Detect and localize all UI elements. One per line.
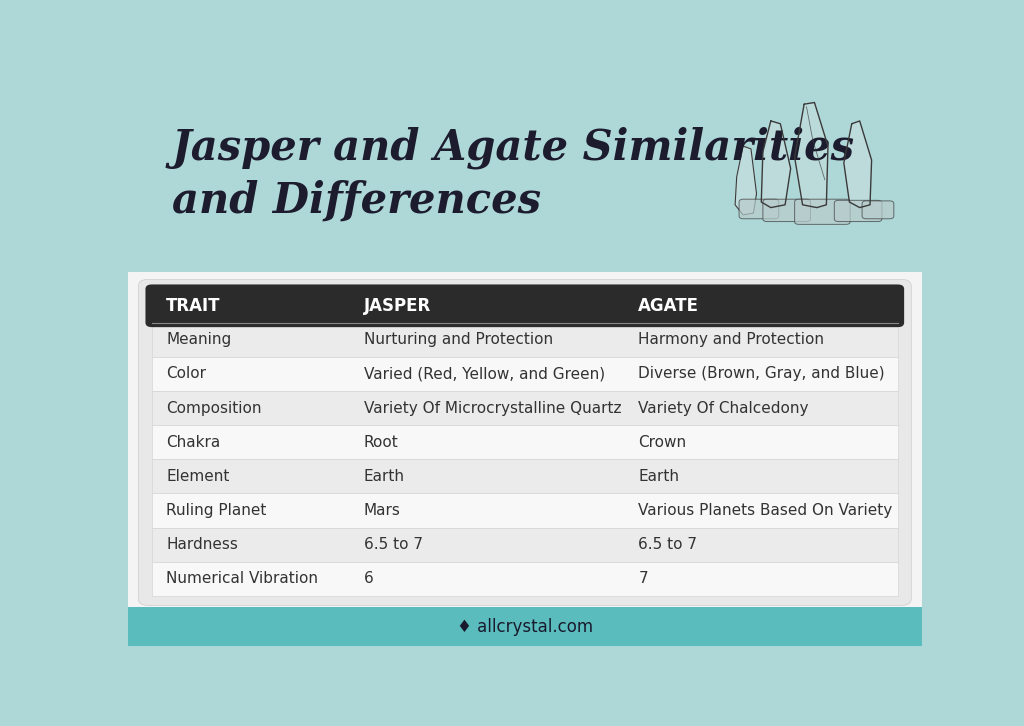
- FancyBboxPatch shape: [128, 87, 922, 272]
- Text: Harmony and Protection: Harmony and Protection: [638, 333, 824, 347]
- Text: Composition: Composition: [166, 401, 261, 415]
- FancyBboxPatch shape: [145, 285, 904, 327]
- FancyBboxPatch shape: [152, 528, 898, 562]
- Text: Jasper and Agate Similarities
and Differences: Jasper and Agate Similarities and Differ…: [172, 126, 855, 222]
- Text: Various Planets Based On Variety: Various Planets Based On Variety: [638, 503, 893, 518]
- FancyBboxPatch shape: [862, 201, 894, 219]
- Text: Meaning: Meaning: [166, 333, 231, 347]
- Text: Variety Of Chalcedony: Variety Of Chalcedony: [638, 401, 809, 415]
- Polygon shape: [761, 121, 791, 208]
- Polygon shape: [795, 102, 828, 208]
- FancyBboxPatch shape: [152, 494, 898, 528]
- FancyBboxPatch shape: [795, 199, 850, 224]
- Text: 6.5 to 7: 6.5 to 7: [364, 537, 423, 552]
- FancyBboxPatch shape: [152, 460, 898, 494]
- Text: Root: Root: [364, 435, 398, 449]
- FancyBboxPatch shape: [152, 425, 898, 460]
- Polygon shape: [844, 121, 871, 208]
- Text: Variety Of Microcrystalline Quartz: Variety Of Microcrystalline Quartz: [364, 401, 622, 415]
- Text: Mars: Mars: [364, 503, 400, 518]
- Text: Crown: Crown: [638, 435, 686, 449]
- Text: 7: 7: [638, 571, 648, 587]
- Text: Color: Color: [166, 367, 206, 381]
- FancyBboxPatch shape: [128, 607, 922, 646]
- Text: Varied (Red, Yellow, and Green): Varied (Red, Yellow, and Green): [364, 367, 605, 381]
- Text: Ruling Planet: Ruling Planet: [166, 503, 266, 518]
- FancyBboxPatch shape: [152, 322, 898, 356]
- FancyBboxPatch shape: [128, 272, 922, 607]
- FancyBboxPatch shape: [835, 200, 882, 221]
- Text: AGATE: AGATE: [638, 297, 699, 315]
- Text: ♦ allcrystal.com: ♦ allcrystal.com: [457, 618, 593, 635]
- FancyBboxPatch shape: [152, 356, 898, 391]
- Polygon shape: [735, 146, 757, 215]
- Text: Earth: Earth: [364, 469, 404, 484]
- Text: Nurturing and Protection: Nurturing and Protection: [364, 333, 553, 347]
- FancyBboxPatch shape: [739, 199, 779, 219]
- Text: 6: 6: [364, 571, 374, 587]
- Text: Diverse (Brown, Gray, and Blue): Diverse (Brown, Gray, and Blue): [638, 367, 885, 381]
- Text: TRAIT: TRAIT: [166, 297, 220, 315]
- Text: Earth: Earth: [638, 469, 679, 484]
- FancyBboxPatch shape: [763, 199, 811, 221]
- FancyBboxPatch shape: [152, 391, 898, 425]
- Text: JASPER: JASPER: [364, 297, 431, 315]
- FancyBboxPatch shape: [152, 562, 898, 596]
- Text: Numerical Vibration: Numerical Vibration: [166, 571, 318, 587]
- Text: Chakra: Chakra: [166, 435, 220, 449]
- Text: Hardness: Hardness: [166, 537, 238, 552]
- Text: 6.5 to 7: 6.5 to 7: [638, 537, 697, 552]
- FancyBboxPatch shape: [138, 280, 911, 605]
- Text: Element: Element: [166, 469, 229, 484]
